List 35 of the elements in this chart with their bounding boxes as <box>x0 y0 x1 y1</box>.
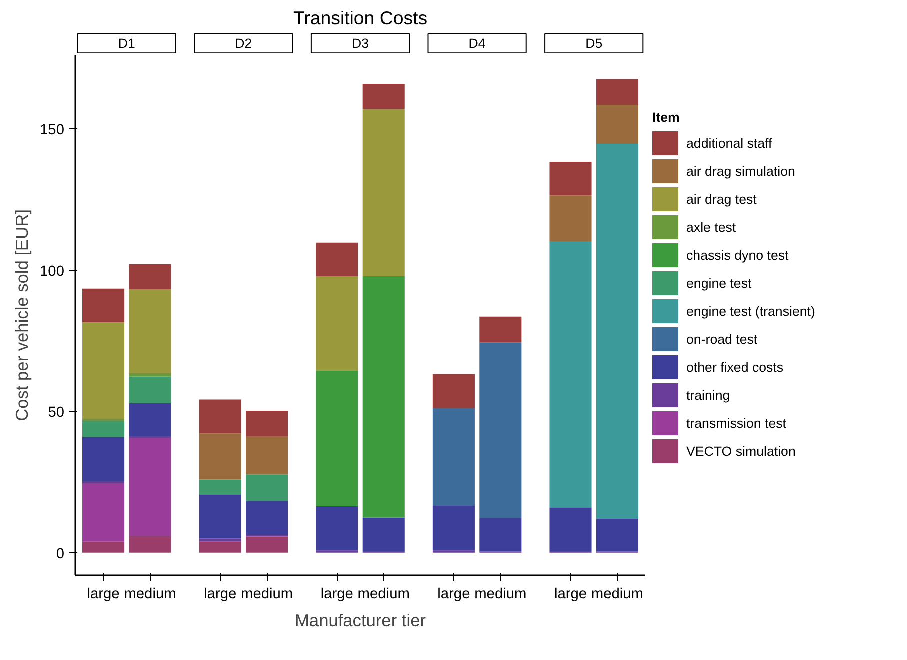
legend-label: engine test <box>686 276 752 291</box>
x-tick-label: large <box>438 586 470 602</box>
legend-label: chassis dyno test <box>686 248 790 263</box>
text: D5 <box>586 36 603 51</box>
legend-label: additional staff <box>686 136 773 151</box>
x-tick-label: medium <box>358 586 410 602</box>
legend-label: air drag simulation <box>686 164 796 179</box>
x-axis-title: Manufacturer tier <box>295 610 426 630</box>
legend-label: VECTO simulation <box>686 444 796 459</box>
legend-label: axle test <box>686 220 736 235</box>
legend-label: other fixed costs <box>686 360 784 375</box>
chart-title: Transition Costs <box>293 8 428 28</box>
legend-title: Item <box>652 110 680 125</box>
x-tick-label: large <box>87 586 120 602</box>
x-tick-label: medium <box>591 586 644 602</box>
text: D1 <box>118 36 136 51</box>
x-tick-label: medium <box>474 586 527 602</box>
legend-label: on-road test <box>686 332 758 347</box>
x-tick-label: large <box>554 586 588 602</box>
legend-label: training <box>686 388 730 403</box>
text: D4 <box>468 36 486 51</box>
y-tick-label: 100 <box>40 264 65 280</box>
y-tick-label: 0 <box>56 546 65 562</box>
x-tick-label: medium <box>240 586 294 602</box>
legend-label: transmission test <box>686 416 787 431</box>
y-axis-title: Cost per vehicle sold [EUR] <box>12 210 32 422</box>
y-tick-label: 50 <box>48 405 65 422</box>
legend-label: air drag test <box>686 192 758 207</box>
x-tick-label: large <box>204 586 237 602</box>
text: D3 <box>352 36 370 51</box>
y-tick-label: 150 <box>40 122 65 138</box>
x-tick-label: large <box>320 586 354 602</box>
text: D2 <box>235 36 252 51</box>
legend-label: engine test (transient) <box>686 304 816 319</box>
x-tick-label: medium <box>124 586 176 602</box>
